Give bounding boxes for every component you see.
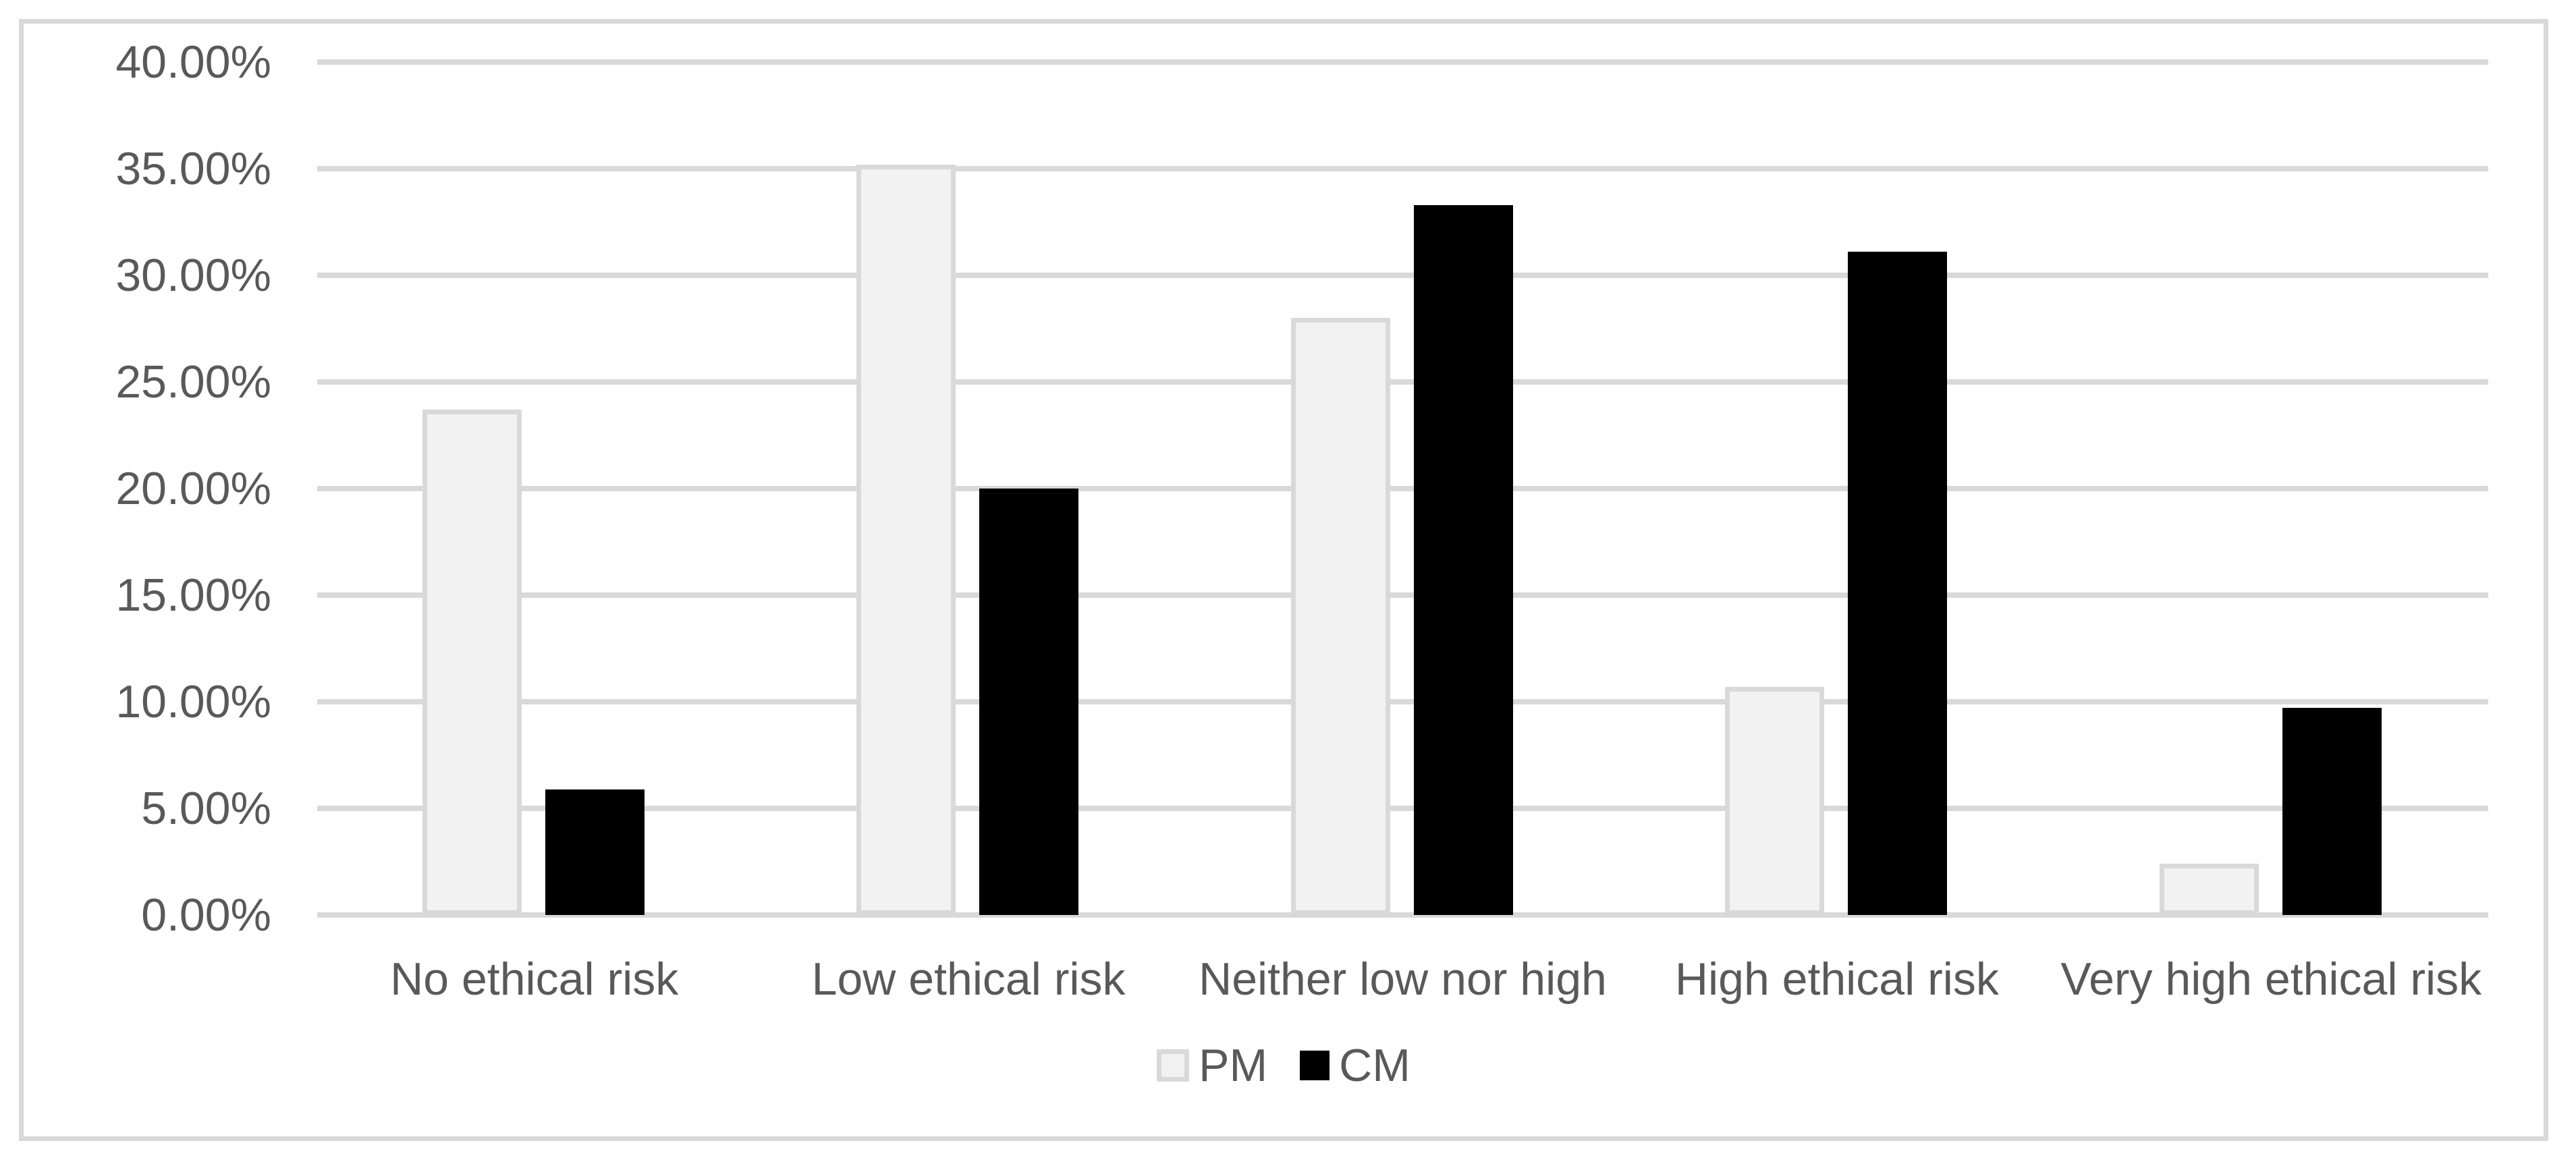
- category-group-2: [1186, 62, 1620, 915]
- y-tick-label-15: 15.00%: [115, 570, 271, 621]
- category-label-3: High ethical risk: [1674, 953, 1999, 1005]
- gridline-10: [317, 699, 2488, 704]
- bar-pm-3: [1725, 686, 1825, 915]
- category-label-4: Very high ethical risk: [2060, 953, 2482, 1005]
- bar-cm-1: [979, 489, 1079, 915]
- legend-swatch-pm-icon: [1157, 1049, 1190, 1082]
- y-tick-label-0: 0.00%: [141, 889, 271, 941]
- legend-label-cm: CM: [1339, 1040, 1410, 1091]
- y-tick-label-35: 35.00%: [115, 143, 271, 194]
- y-tick-label-40: 40.00%: [115, 36, 271, 88]
- bar-cm-3: [1848, 252, 1948, 915]
- gridline-0: [317, 912, 2488, 918]
- chart-frame: 0.00% 5.00% 10.00% 15.00% 20.00% 25.00% 30.00%…: [19, 19, 2548, 1141]
- category-group-0: [317, 62, 751, 915]
- gridline-15: [317, 592, 2488, 598]
- category-label-2: Neither low nor high: [1199, 953, 1607, 1005]
- bar-pm-4: [2159, 864, 2259, 915]
- bar-cm-0: [545, 789, 645, 915]
- bar-cm-4: [2282, 708, 2382, 915]
- gridline-5: [317, 806, 2488, 811]
- legend-label-pm: PM: [1199, 1040, 1268, 1091]
- bar-cm-2: [1413, 204, 1513, 915]
- y-tick-label-30: 30.00%: [115, 250, 271, 301]
- y-tick-label-20: 20.00%: [115, 463, 271, 514]
- bar-pm-1: [856, 164, 956, 915]
- category-group-1: [751, 62, 1185, 915]
- gridline-35: [317, 166, 2488, 171]
- plot-area: [317, 59, 2488, 918]
- category-group-4: [2054, 62, 2488, 915]
- gridline-25: [317, 379, 2488, 385]
- category-group-3: [1620, 62, 2054, 915]
- legend-item-pm: PM: [1157, 1041, 1267, 1090]
- x-axis-category-labels: No ethical risk Low ethical risk Neither l…: [317, 947, 2488, 1011]
- gridline-20: [317, 486, 2488, 491]
- legend: PM CM: [24, 1041, 2544, 1090]
- bar-pm-0: [422, 410, 522, 915]
- y-tick-label-25: 25.00%: [115, 356, 271, 408]
- legend-swatch-cm-icon: [1300, 1051, 1330, 1080]
- bars-layer: [317, 62, 2488, 915]
- legend-item-cm: CM: [1300, 1041, 1410, 1090]
- gridline-40: [317, 59, 2488, 65]
- y-tick-label-10: 10.00%: [115, 676, 271, 727]
- category-label-1: Low ethical risk: [811, 953, 1126, 1005]
- gridline-30: [317, 273, 2488, 278]
- category-label-0: No ethical risk: [390, 953, 679, 1005]
- bar-pm-2: [1290, 318, 1390, 915]
- y-tick-label-5: 5.00%: [141, 783, 271, 834]
